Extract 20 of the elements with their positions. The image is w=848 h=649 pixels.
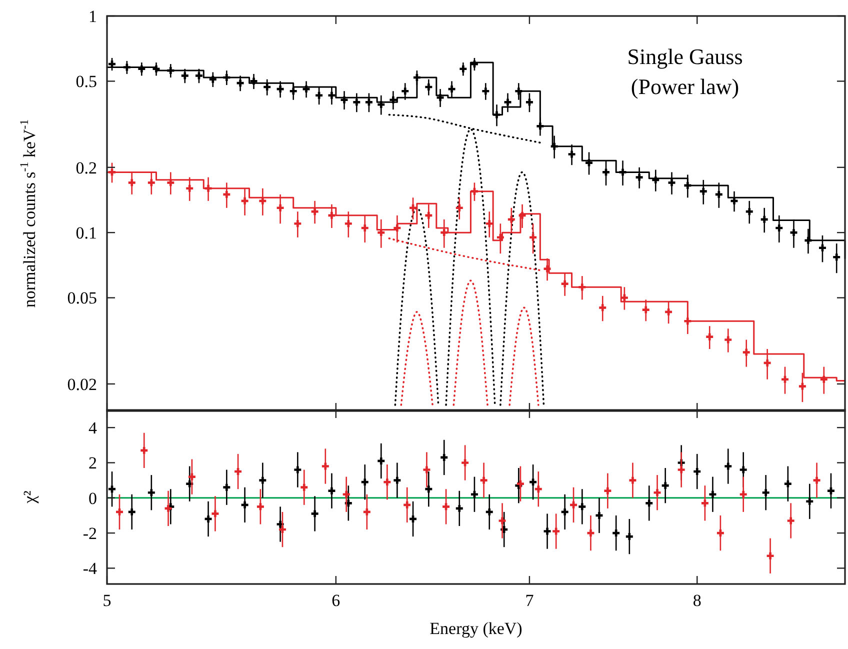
y-axis-title: χ² bbox=[20, 490, 39, 504]
y-tick-label: 1 bbox=[88, 6, 97, 26]
y-tick-label: 0.05 bbox=[67, 288, 97, 308]
annotation: (Power law) bbox=[630, 74, 740, 99]
x-axis-title: Energy (keV) bbox=[430, 619, 522, 638]
y-tick-label: -4 bbox=[82, 559, 98, 578]
y-tick-label: 0 bbox=[88, 488, 97, 508]
line-series bbox=[500, 171, 545, 406]
x-tick-label: 8 bbox=[692, 591, 702, 610]
y-tick-label: 0.5 bbox=[76, 72, 97, 92]
y-tick-label: 0.2 bbox=[76, 158, 97, 178]
x-tick-label: 6 bbox=[332, 591, 340, 610]
x-tick-label: 5 bbox=[102, 591, 112, 610]
y-tick-label: 0.1 bbox=[76, 224, 97, 243]
y-tick-label: 0.02 bbox=[67, 374, 97, 394]
y-tick-label: 2 bbox=[88, 454, 97, 473]
y-tick-label: 4 bbox=[88, 418, 98, 438]
y-tick-label: -2 bbox=[82, 524, 97, 543]
x-tick-label: 7 bbox=[525, 591, 534, 610]
annotation: Single Gauss bbox=[627, 44, 743, 69]
